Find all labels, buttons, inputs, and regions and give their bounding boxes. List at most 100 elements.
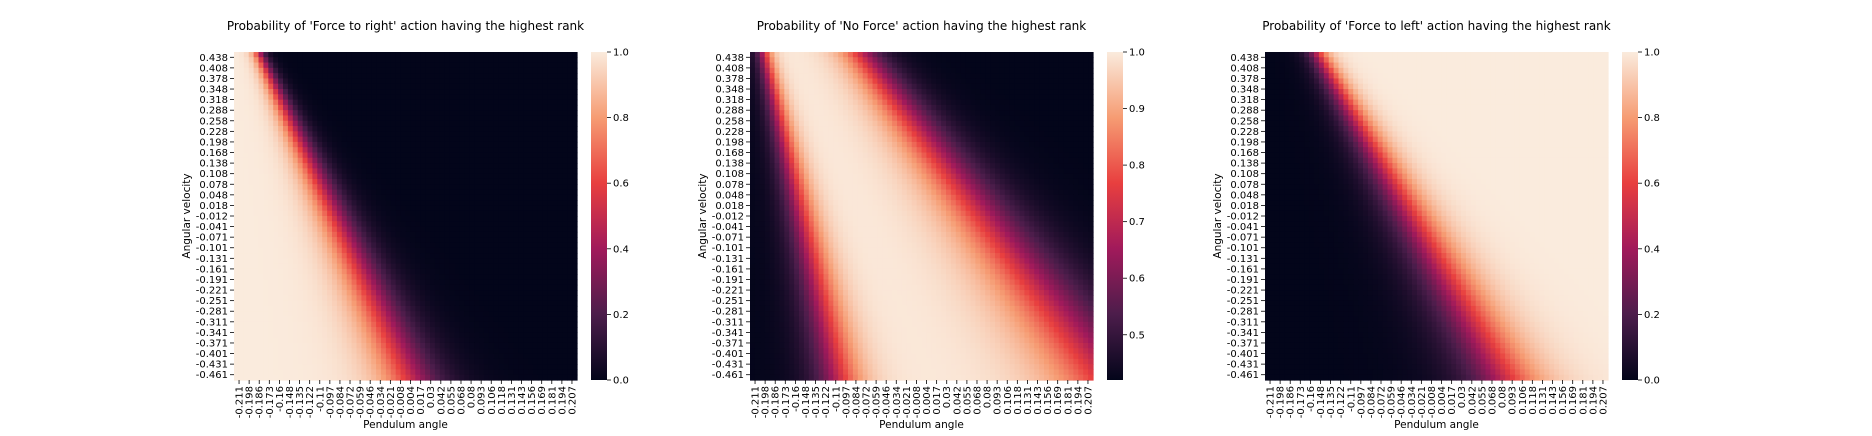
heatmap-cell xyxy=(347,359,353,365)
heatmap-cell xyxy=(420,279,426,285)
heatmap-cell xyxy=(371,147,377,153)
heatmap-cell xyxy=(396,63,402,69)
heatmap-cell xyxy=(406,163,412,169)
heatmap-cell xyxy=(317,306,323,312)
heatmap-cell xyxy=(366,163,372,169)
heatmap-cell xyxy=(352,258,358,264)
heatmap-cell xyxy=(956,78,962,84)
heatmap-cell xyxy=(361,121,367,127)
heatmap-cell xyxy=(244,89,250,95)
heatmap-cell xyxy=(474,369,480,375)
heatmap-cell xyxy=(445,105,451,111)
heatmap-cell xyxy=(508,63,514,69)
heatmap-cell xyxy=(489,375,495,381)
heatmap-cell xyxy=(484,158,490,164)
heatmap-cell xyxy=(538,100,544,106)
heatmap-cell xyxy=(357,89,363,95)
heatmap-cell xyxy=(863,68,869,74)
heatmap-cell xyxy=(288,322,294,328)
heatmap-cell xyxy=(858,73,864,79)
heatmap-cell xyxy=(435,242,441,248)
heatmap-cell xyxy=(562,105,568,111)
heatmap-cell xyxy=(361,290,367,296)
heatmap-cell xyxy=(440,295,446,301)
heatmap-cell xyxy=(455,306,461,312)
heatmap-cell xyxy=(303,338,309,344)
heatmap-cell xyxy=(543,174,549,180)
heatmap-cell xyxy=(464,184,470,190)
heatmap-cell xyxy=(513,317,519,323)
heatmap-cell xyxy=(342,311,348,317)
heatmap-cell xyxy=(553,290,559,296)
heatmap-cell xyxy=(868,57,874,63)
heatmap-cell xyxy=(357,338,363,344)
heatmap-cell xyxy=(371,73,377,79)
heatmap-cell xyxy=(804,57,810,63)
heatmap-cell xyxy=(410,57,416,63)
heatmap-cell xyxy=(425,142,431,148)
heatmap-cell xyxy=(273,137,279,143)
heatmap-cell xyxy=(376,158,382,164)
heatmap-cell xyxy=(234,205,240,211)
heatmap-cell xyxy=(848,78,854,84)
heatmap-cell xyxy=(1034,68,1040,74)
heatmap-cell xyxy=(553,322,559,328)
heatmap-cell xyxy=(273,295,279,301)
heatmap-cell xyxy=(430,327,436,333)
heatmap-cell xyxy=(464,343,470,349)
heatmap-cell xyxy=(332,94,338,100)
heatmap-cell xyxy=(553,57,559,63)
heatmap-cell xyxy=(479,211,485,217)
heatmap-cell xyxy=(244,205,250,211)
heatmap-cell xyxy=(381,100,387,106)
heatmap-cell xyxy=(848,68,854,74)
heatmap-cell xyxy=(322,52,328,58)
heatmap-cell xyxy=(371,131,377,137)
heatmap-cell xyxy=(435,354,441,360)
heatmap-cell xyxy=(263,211,269,217)
heatmap-cell xyxy=(401,306,407,312)
heatmap-cell xyxy=(455,163,461,169)
heatmap-cell xyxy=(508,168,514,174)
heatmap-cell xyxy=(371,163,377,169)
heatmap-cell xyxy=(504,195,510,201)
heatmap-cell xyxy=(410,195,416,201)
heatmap-cell xyxy=(401,285,407,291)
heatmap-cell xyxy=(459,105,465,111)
heatmap-cell xyxy=(523,105,529,111)
heatmap-cell xyxy=(814,73,820,79)
heatmap-cell xyxy=(259,84,265,90)
heatmap-cell xyxy=(435,163,441,169)
heatmap-cell xyxy=(234,253,240,259)
heatmap-cell xyxy=(523,205,529,211)
heatmap-cell xyxy=(523,306,529,312)
heatmap-cell xyxy=(479,168,485,174)
heatmap-cell xyxy=(303,285,309,291)
heatmap-cell xyxy=(371,285,377,291)
heatmap-cell xyxy=(327,100,333,106)
heatmap-cell xyxy=(533,279,539,285)
heatmap-cell xyxy=(809,63,815,69)
heatmap-cell xyxy=(917,73,923,79)
heatmap-cell xyxy=(469,301,475,307)
heatmap-cell xyxy=(263,100,269,106)
heatmap-cell xyxy=(357,94,363,100)
heatmap-cell xyxy=(513,200,519,206)
heatmap-cell xyxy=(347,78,353,84)
heatmap-cell xyxy=(396,375,402,381)
heatmap-cell xyxy=(445,338,451,344)
heatmap-cell xyxy=(548,137,554,143)
heatmap-cell xyxy=(425,63,431,69)
heatmap-cell xyxy=(474,163,480,169)
heatmap-cell xyxy=(268,232,274,238)
heatmap-cell xyxy=(406,227,412,233)
heatmap-cell xyxy=(425,264,431,270)
heatmap-cell xyxy=(273,163,279,169)
heatmap-cell xyxy=(361,317,367,323)
heatmap-cell xyxy=(317,290,323,296)
heatmap-cell xyxy=(548,179,554,185)
heatmap-cell xyxy=(376,322,382,328)
heatmap-cell xyxy=(268,221,274,227)
heatmap-cell xyxy=(298,242,304,248)
heatmap-cell xyxy=(288,52,294,58)
